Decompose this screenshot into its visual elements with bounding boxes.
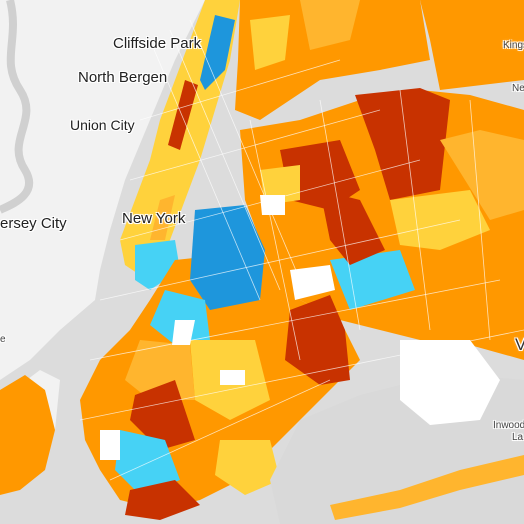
street-grid (79, 19, 524, 481)
label-north-bergen: North Bergen (78, 69, 168, 86)
label-inwood-cut: La (512, 432, 524, 443)
label-cliffside-park: Cliffside Park (113, 35, 202, 52)
label-right-cut: V (515, 335, 524, 354)
bronx (235, 0, 524, 120)
label-jersey-city: ersey City (0, 215, 67, 232)
parks (100, 195, 335, 460)
label-kings-cut: Kings (503, 40, 524, 51)
left-orange-area (0, 375, 55, 495)
jfk-airport (400, 340, 500, 425)
label-inwood: Inwood (493, 420, 524, 431)
label-left-cut: e (0, 334, 6, 345)
manhattan (120, 0, 240, 290)
rockaway-strip (330, 455, 524, 520)
new-jersey-land (0, 0, 205, 380)
label-small-cut: Ne (512, 83, 524, 94)
hackensack-river (0, 0, 34, 214)
label-new-york: New York (122, 210, 186, 227)
label-union-city: Union City (70, 117, 135, 133)
queens (240, 88, 524, 360)
